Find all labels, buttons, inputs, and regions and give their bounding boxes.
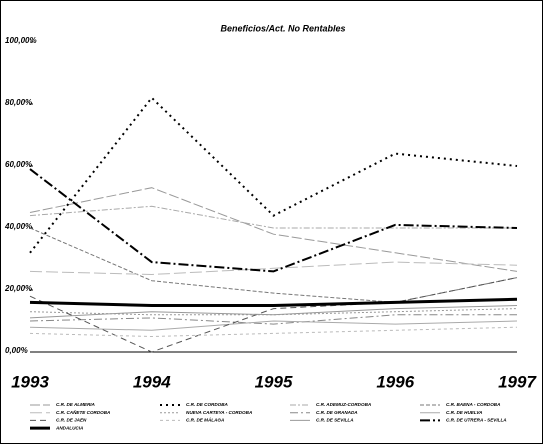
x-tick-label: 1997: [498, 372, 537, 391]
series-line: [29, 205, 517, 229]
legend-label: C.R. DE MÁLAGA: [186, 417, 224, 423]
legend-label: C.R. DE ALMERIA: [56, 402, 95, 407]
y-tick-label: 20,00%: [4, 284, 32, 293]
series-line: [29, 261, 518, 276]
series-line: [29, 277, 518, 353]
x-tick-label: 1993: [11, 372, 49, 391]
series-line: [29, 314, 517, 325]
legend-label: C.R. DE UTRERA - SEVILLA: [446, 418, 507, 423]
y-tick-label: 80,00%: [5, 98, 32, 107]
y-tick-label: 100,00%: [5, 36, 37, 45]
chart-title: Beneficios/Act. No Rentables: [220, 23, 345, 33]
series-line: [29, 227, 518, 303]
legend-label: C.R. DE JAEN: [56, 418, 87, 423]
series-line: [29, 320, 518, 331]
x-tick-label: 1996: [376, 372, 414, 391]
x-tick-label: 1994: [133, 372, 171, 391]
legend-label: C.R. BAENA - CORDOBA: [446, 402, 500, 407]
legend-label: NUEVA CARTEYA - CORDOBA: [186, 410, 252, 415]
series-line: [29, 305, 518, 319]
legend-label: C.R. DE CORDOBA: [186, 402, 228, 407]
series-line: [29, 297, 518, 307]
y-tick-label: 40,00%: [4, 222, 32, 231]
legend-label: C.R. ADEMUZ-CORDOBA: [316, 402, 371, 407]
legend-label: C.R. CAÑETE CORDOBA: [56, 409, 110, 415]
y-tick-label: 60,00%: [5, 160, 32, 169]
series-line: [29, 187, 518, 272]
y-tick-label: 0,00%: [5, 346, 28, 355]
legend-label: C.R. DE SEVILLA: [316, 418, 354, 423]
legend-label: C.R. DE HUELVA: [446, 410, 482, 415]
legend-label: ANDALUCIA: [55, 425, 83, 430]
series-line: [29, 96, 518, 254]
x-tick-label: 1995: [255, 372, 293, 391]
legend-label: C.R. DE GRANADA: [316, 410, 358, 415]
series-line: [29, 168, 518, 273]
